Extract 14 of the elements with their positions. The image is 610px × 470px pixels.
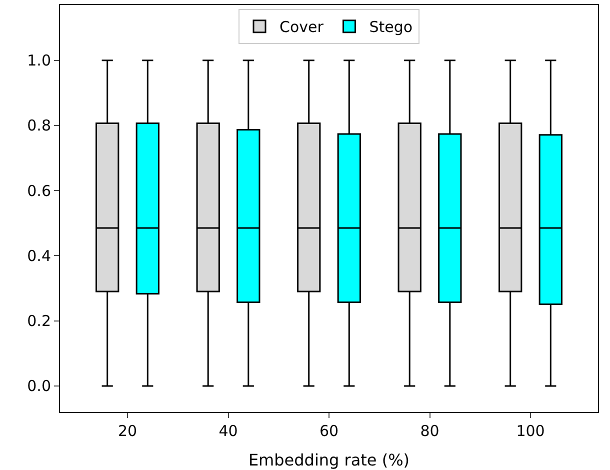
y-tick-label: 0.2 xyxy=(27,312,51,330)
y-tick-label: 0.0 xyxy=(27,377,51,396)
x-tick-label: 40 xyxy=(218,422,238,440)
y-tick-label: 0.6 xyxy=(27,182,51,200)
x-axis-title: Embedding rate (%) xyxy=(248,450,410,470)
x-tick-label: 60 xyxy=(319,422,339,440)
y-tick-label: 1.0 xyxy=(27,52,51,70)
y-tick-label: 0.4 xyxy=(27,246,51,265)
y-tick-label: 0.8 xyxy=(27,116,51,135)
x-tick-label: 80 xyxy=(420,422,440,440)
x-tick-label: 100 xyxy=(516,422,545,440)
legend-label: Stego xyxy=(369,18,413,36)
x-tick-label: 20 xyxy=(118,422,138,440)
legend-label: Cover xyxy=(280,18,324,36)
